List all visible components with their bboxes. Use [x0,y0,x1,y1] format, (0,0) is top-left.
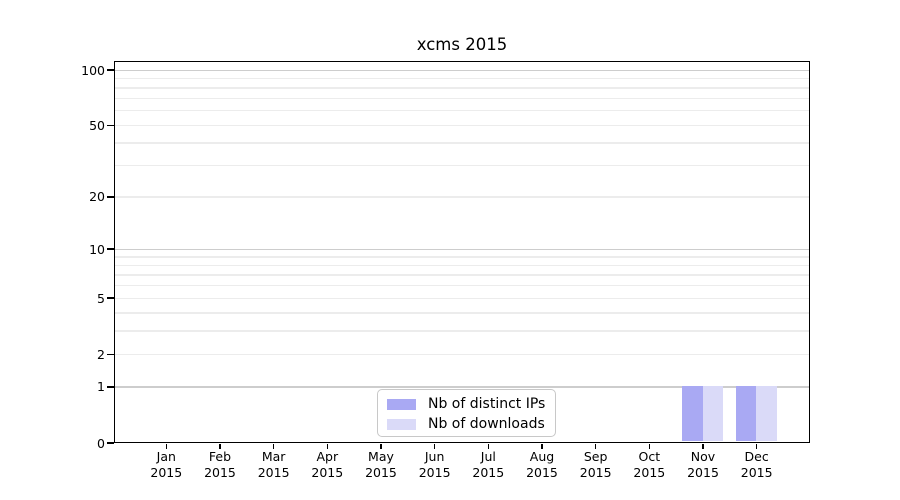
x-tick-label: Jul 2015 [456,449,520,480]
legend-entry-distinct-ips: Nb of distinct IPs [387,395,555,414]
bar-distinct-ips [735,386,757,442]
x-tick-month: Jun [424,449,445,464]
minor-gridline [115,77,809,80]
x-tick-month: May [368,449,394,464]
x-tick-year: 2015 [150,464,183,480]
y-tick-label: 0 [97,435,105,451]
x-tick-year: 2015 [311,464,344,480]
y-tick-label: 10 [89,241,105,257]
x-tick-mark [165,443,167,449]
y-tick-mark [107,442,114,444]
x-tick-label: Jun 2015 [403,449,467,480]
x-tick-mark [272,443,275,449]
x-tick-month: Apr [316,449,339,464]
y-tick-label: 5 [97,290,105,306]
x-tick-year: 2015 [740,464,773,480]
x-tick-mark [541,443,543,449]
x-tick-mark [433,443,436,449]
minor-gridline [115,353,809,355]
x-tick-mark [487,443,489,449]
x-tick-mark [702,443,704,449]
x-tick-year: 2015 [418,464,451,480]
y-tick-mark [107,124,114,126]
plot-area [114,61,810,443]
x-tick-mark [648,443,651,449]
y-tick-label: 20 [89,189,105,205]
minor-gridline [115,124,809,126]
minor-gridline [115,264,809,267]
x-tick-year: 2015 [472,464,505,480]
minor-gridline [115,297,809,299]
legend-label-distinct-ips: Nb of distinct IPs [428,396,546,412]
x-tick-label: Dec 2015 [725,449,789,480]
x-tick-month: Feb [208,449,232,464]
x-tick-label: Apr 2015 [295,449,359,480]
x-tick-label: Nov 2015 [671,449,735,480]
bar-distinct-ips [682,386,703,442]
x-tick-label: Mar 2015 [242,449,306,480]
minor-gridline [115,196,809,198]
x-tick-year: 2015 [204,464,236,480]
x-tick-month: Aug [529,449,555,464]
x-tick-month: Oct [638,449,661,464]
x-tick-label: Oct 2015 [617,449,681,480]
y-tick-mark [107,196,114,198]
minor-gridline [115,256,809,258]
y-tick-label: 50 [89,117,105,133]
minor-gridline [115,87,809,89]
legend-swatch-downloads [387,419,416,430]
x-tick-year: 2015 [579,464,612,480]
x-tick-year: 2015 [526,464,558,480]
legend-label-downloads: Nb of downloads [428,416,545,432]
y-tick-mark [107,248,114,250]
x-tick-label: Sep 2015 [564,449,628,480]
x-tick-month: Nov [690,449,716,464]
y-tick-label: 100 [81,62,105,78]
x-tick-month: Jul [480,449,496,464]
legend-entry-downloads: Nb of downloads [387,415,555,434]
chart-title: xcms 2015 [416,35,508,54]
x-tick-year: 2015 [633,464,666,480]
x-tick-year: 2015 [365,464,397,480]
x-tick-year: 2015 [257,464,290,480]
bar-downloads [756,386,777,442]
x-tick-month: Dec [744,449,769,464]
minor-gridline [115,142,809,144]
bar-downloads [702,386,723,442]
major-gridline [115,248,809,250]
x-tick-mark [219,443,221,449]
minor-gridline [115,164,809,167]
x-tick-month: Jan [156,449,176,464]
x-tick-year: 2015 [687,464,719,480]
x-tick-mark [755,443,758,449]
x-tick-label: Aug 2015 [510,449,574,480]
x-tick-mark [594,443,597,449]
legend: Nb of distinct IPs Nb of downloads [377,389,556,437]
legend-swatch-distinct-ips [387,399,416,410]
x-tick-label: May 2015 [349,449,413,480]
major-gridline [115,69,809,71]
x-tick-mark [326,443,328,449]
minor-gridline [115,274,809,276]
y-tick-label: 1 [97,379,105,395]
minor-gridline [115,330,809,332]
major-gridline [115,386,809,388]
x-tick-month: Sep [583,449,608,464]
minor-gridline [115,97,809,100]
x-tick-month: Mar [261,449,286,464]
x-tick-label: Feb 2015 [188,449,252,480]
y-tick-mark [107,353,114,355]
minor-gridline [115,312,809,314]
minor-gridline [115,285,809,287]
y-tick-label: 2 [97,346,105,362]
y-tick-mark [107,297,114,299]
x-tick-label: Jan 2015 [134,449,198,480]
minor-gridline [115,110,809,112]
y-tick-mark [107,386,114,388]
y-tick-mark [107,69,114,71]
x-tick-mark [380,443,382,449]
